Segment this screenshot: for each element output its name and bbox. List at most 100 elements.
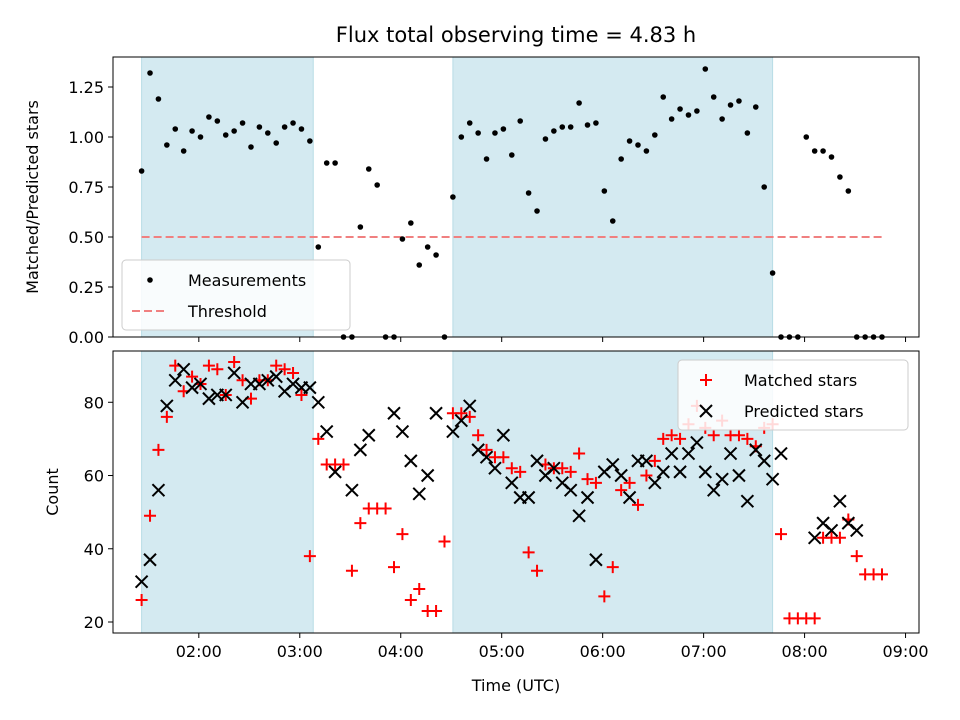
predicted-star-point <box>227 366 241 380</box>
measurement-point <box>315 244 322 250</box>
predicted-star-point <box>757 454 771 468</box>
measurement-point <box>551 128 557 134</box>
x-tick-label: 04:00 <box>378 642 424 661</box>
predicted-star-point <box>765 472 780 486</box>
measurement-point <box>576 100 582 106</box>
predicted-star-point <box>850 523 864 538</box>
x-tick-label: 03:00 <box>277 642 323 661</box>
predicted-star-point <box>606 457 620 472</box>
predicted-star-point <box>185 380 199 395</box>
predicted-star-point <box>168 373 182 388</box>
predicted-star-point <box>664 446 679 461</box>
legend-label: Measurements <box>188 271 306 290</box>
matched-star-point <box>379 502 392 515</box>
measurement-point <box>803 134 810 140</box>
legend-box <box>121 259 351 331</box>
x-tick-label: 05:00 <box>479 642 525 661</box>
measurement-point <box>626 138 633 144</box>
matched-star-point <box>202 359 215 372</box>
measurement-point <box>265 130 271 136</box>
measurement-point <box>424 244 431 250</box>
y-tick-label: 1.25 <box>68 78 104 97</box>
matched-star-point <box>775 528 788 541</box>
predicted-star-point <box>521 490 536 505</box>
bottom-y-axis-label: Count <box>43 468 62 516</box>
matched-star-point <box>522 546 535 559</box>
predicted-star-point <box>446 424 460 439</box>
measurement-point <box>206 114 212 120</box>
bottom-y-ticks: 20 40 60 80 <box>84 393 113 632</box>
predicted-star-point <box>698 465 713 479</box>
measurement-point <box>828 154 835 160</box>
predicted-star-point <box>269 369 283 384</box>
matched-star-point <box>741 432 754 445</box>
matched-star-point <box>413 583 426 596</box>
predicted-star-point <box>420 468 435 483</box>
measurement-point <box>643 148 650 154</box>
x-tick-label: 07:00 <box>681 642 727 661</box>
matched-star-point <box>564 465 577 478</box>
y-tick-label: 0.50 <box>68 228 104 247</box>
y-tick-label: 0.25 <box>68 278 104 297</box>
measurement-point <box>492 130 498 136</box>
matched-star-point <box>404 594 417 607</box>
top-panel-ratio: 0.00 0.25 0.50 0.75 1.00 1.25 Flux total obse… <box>23 23 920 347</box>
matched-star-point <box>160 410 173 423</box>
predicted-star-point <box>286 377 300 391</box>
top-y-axis-label: Matched/Predicted stars <box>23 100 42 294</box>
matched-star-point <box>581 473 594 486</box>
matched-star-point <box>345 564 358 577</box>
predicted-star-point <box>681 446 696 461</box>
matched-star-point <box>396 528 409 541</box>
predicted-star-point <box>311 395 325 409</box>
predicted-star-point <box>563 483 578 497</box>
predicted-star-point <box>589 553 603 567</box>
matched-star-point <box>270 359 283 372</box>
legend-swatch <box>699 404 713 418</box>
legend-box <box>677 359 909 431</box>
measurement-point <box>357 224 364 230</box>
measurement-point <box>685 112 692 118</box>
predicted-star-point <box>362 428 376 442</box>
predicted-star-point <box>429 406 443 420</box>
measurement-point <box>668 116 675 122</box>
predicted-star-point <box>176 362 191 377</box>
measurement-point <box>450 194 456 200</box>
measurement-point <box>677 106 683 112</box>
x-tick-label: 02:00 <box>176 642 222 661</box>
measurement-point <box>517 118 524 124</box>
predicted-star-point <box>639 454 654 468</box>
matched-star-point <box>211 363 224 376</box>
measurement-point <box>820 148 826 154</box>
matched-star-point <box>430 605 443 618</box>
measurement-point <box>248 144 254 150</box>
measurement-point <box>222 132 229 138</box>
predicted-star-point <box>160 399 174 413</box>
predicted-star-point <box>235 395 250 409</box>
measurement-point <box>416 262 423 268</box>
matched-star-point <box>505 462 518 475</box>
legend-swatch <box>700 374 712 386</box>
matched-star-point <box>648 454 661 467</box>
matched-star-point <box>573 447 586 460</box>
measurement-point <box>694 108 700 114</box>
matched-star-point <box>438 535 451 548</box>
y-tick-label: 0.00 <box>68 328 104 347</box>
predicted-star-point <box>723 446 738 461</box>
y-tick-label: 80 <box>84 393 104 412</box>
measurement-point <box>744 130 751 136</box>
predicted-star-point <box>715 472 729 486</box>
matched-star-point <box>707 429 720 442</box>
matched-star-point <box>531 564 544 577</box>
shaded-interval-1 <box>452 56 774 338</box>
measurement-point <box>332 160 338 166</box>
predicted-star-point <box>740 494 755 508</box>
matched-star-point <box>455 407 468 420</box>
predicted-star-point <box>454 413 469 428</box>
matched-star-point <box>606 561 619 574</box>
predicted-star-point <box>479 450 494 464</box>
y-tick-label: 60 <box>84 467 104 486</box>
bottom-axes-frame <box>112 350 920 634</box>
predicted-star-point <box>143 553 157 567</box>
